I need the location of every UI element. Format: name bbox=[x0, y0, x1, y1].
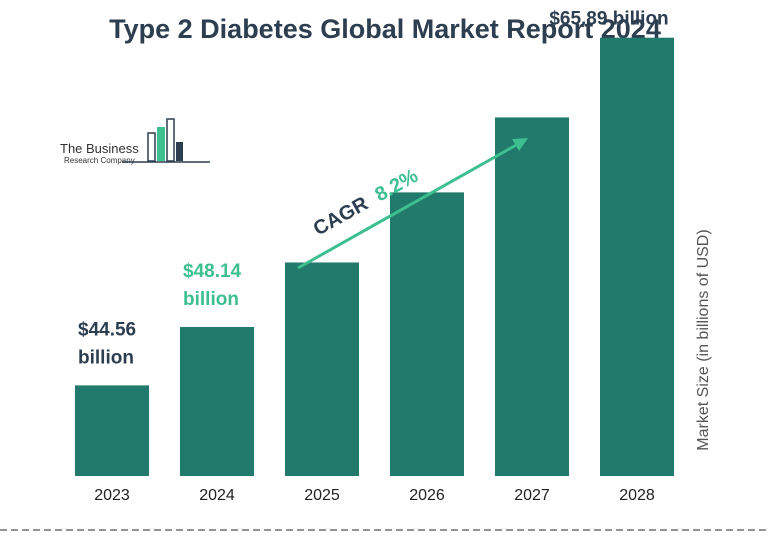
value-label-2023: $44.56 billion bbox=[78, 319, 136, 368]
logo-building-icon bbox=[122, 118, 210, 163]
x-tick-2023: 2023 bbox=[94, 487, 130, 504]
company-logo: The Business Research Company bbox=[60, 118, 210, 165]
value-label-2024: $48.14 billion bbox=[183, 261, 242, 310]
logo-line1: The Business bbox=[60, 141, 139, 156]
logo-line2: Research Company bbox=[64, 156, 135, 165]
y-axis-label: Market Size (in billions of USD) bbox=[695, 229, 712, 450]
value-label-2028: $65.89 billion bbox=[549, 9, 668, 30]
bar-2026 bbox=[390, 192, 464, 476]
value-labels: $44.56 billion $48.14 billion $65.89 billion bbox=[78, 9, 669, 369]
x-tick-2027: 2027 bbox=[514, 487, 550, 504]
bar-2024 bbox=[180, 327, 254, 476]
bar-2023 bbox=[75, 385, 149, 476]
x-tick-labels: 2023 2024 2025 2026 2027 2028 bbox=[94, 487, 655, 504]
bar-2025 bbox=[285, 262, 359, 476]
value-label-unit: billion bbox=[78, 347, 134, 368]
value-label-amount: $48.14 bbox=[183, 261, 242, 282]
cagr-arrow-line bbox=[297, 142, 519, 270]
bar-2028 bbox=[600, 37, 674, 477]
bars-group bbox=[75, 37, 674, 477]
value-label-unit: billion bbox=[183, 289, 239, 310]
value-label-amount: $44.56 bbox=[78, 319, 136, 340]
cagr-label: CAGR bbox=[310, 192, 373, 240]
x-tick-2025: 2025 bbox=[304, 487, 340, 504]
bar-2027 bbox=[495, 117, 569, 477]
cagr-arrow-head-icon bbox=[512, 138, 528, 151]
chart-title: Type 2 Diabetes Global Market Report 202… bbox=[109, 14, 661, 44]
x-tick-2024: 2024 bbox=[199, 487, 235, 504]
x-tick-2026: 2026 bbox=[409, 487, 445, 504]
value-label-amount: $65.89 billion bbox=[549, 9, 668, 30]
x-tick-2028: 2028 bbox=[619, 487, 655, 504]
